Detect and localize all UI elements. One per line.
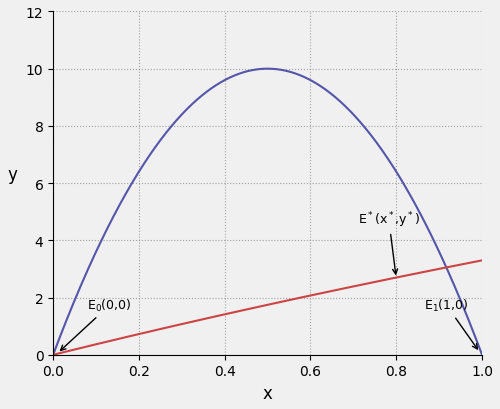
Text: E$_1$(1,0): E$_1$(1,0)	[424, 297, 478, 349]
X-axis label: x: x	[262, 384, 272, 402]
Text: E$^*$(x$^*$,y$^*$): E$^*$(x$^*$,y$^*$)	[358, 210, 420, 274]
Y-axis label: y: y	[7, 166, 17, 184]
Text: E$_0$(0,0): E$_0$(0,0)	[60, 297, 132, 351]
